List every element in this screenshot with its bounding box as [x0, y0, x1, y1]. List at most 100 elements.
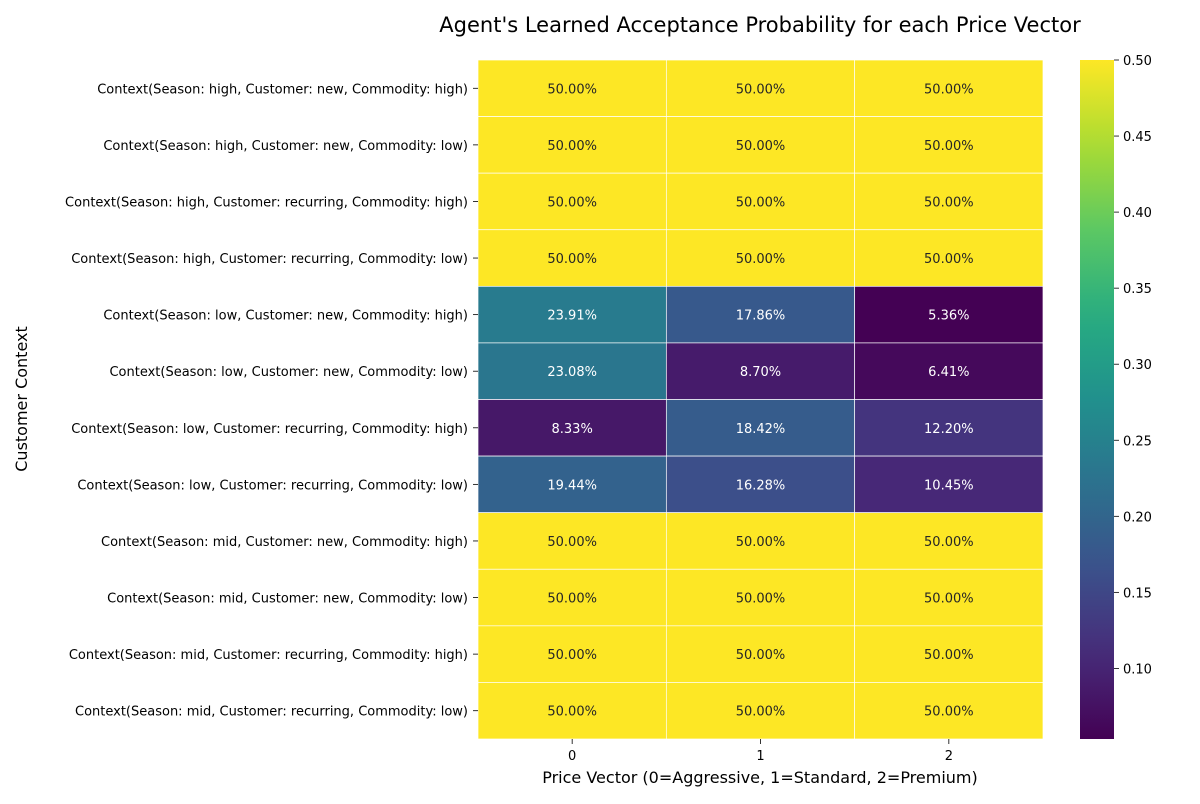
- heatmap-cell: [477, 512, 667, 570]
- x-axis-label: Price Vector (0=Aggressive, 1=Standard, …: [542, 768, 978, 787]
- heatmap-cell: [665, 172, 856, 231]
- x-tick-label: 0: [568, 749, 576, 764]
- y-tick-label: Context(Season: mid, Customer: recurring…: [69, 648, 468, 663]
- cell-value-label: 50.00%: [736, 535, 786, 550]
- cell-value-label: 8.33%: [552, 422, 593, 437]
- colorbar-tick-label: 0.30: [1123, 358, 1152, 373]
- heatmap-cell: [854, 625, 1044, 683]
- heatmap-cell: [854, 455, 1044, 514]
- colorbar-tick-label: 0.15: [1123, 586, 1152, 601]
- cell-value-label: 12.20%: [924, 422, 974, 437]
- y-tick-label: Context(Season: high, Customer: recurrin…: [71, 252, 468, 267]
- cell-value-label: 50.00%: [924, 139, 974, 154]
- colorbar-tick-label: 0.20: [1123, 510, 1152, 525]
- x-tick-label: 2: [945, 749, 953, 764]
- heatmap-cell: [665, 399, 856, 457]
- y-tick-label: Context(Season: low, Customer: new, Comm…: [109, 365, 468, 380]
- cell-value-label: 6.41%: [928, 365, 969, 380]
- heatmap-cell: [854, 512, 1044, 570]
- y-axis-label: Customer Context: [12, 326, 31, 471]
- heatmap-cell: [477, 59, 667, 117]
- colorbar-tick-label: 0.10: [1123, 662, 1152, 677]
- cell-value-label: 50.00%: [924, 592, 974, 607]
- cell-value-label: 50.00%: [736, 705, 786, 720]
- heatmap-cell: [854, 59, 1044, 117]
- cell-value-label: 50.00%: [924, 252, 974, 267]
- heatmap-cell-labels: 50.00% 50.00% 50.00% 50.00% 50.00% 50.00% 50.0…: [547, 82, 973, 719]
- heatmap-cell: [477, 625, 667, 683]
- y-tick-label: Context(Season: high, Customer: recurrin…: [65, 195, 468, 210]
- cell-value-label: 50.00%: [547, 252, 597, 267]
- heatmap-cell: [665, 59, 856, 117]
- cell-value-label: 50.00%: [736, 252, 786, 267]
- cell-value-label: 18.42%: [736, 422, 786, 437]
- cell-value-label: 8.70%: [740, 365, 781, 380]
- heatmap-cells: [477, 59, 1044, 740]
- y-tick-label: Context(Season: high, Customer: new, Com…: [103, 139, 468, 154]
- heatmap-cell: [665, 342, 856, 400]
- colorbar-tick-label: 0.50: [1123, 54, 1152, 69]
- x-axis-ticks: 0 1 2: [568, 739, 953, 764]
- heatmap-cell: [854, 682, 1044, 740]
- cell-value-label: 50.00%: [736, 139, 786, 154]
- colorbar-tick-label: 0.45: [1123, 130, 1152, 145]
- heatmap-cell: [665, 682, 856, 740]
- cell-value-label: 50.00%: [547, 195, 597, 210]
- y-tick-label: Context(Season: low, Customer: new, Comm…: [103, 309, 468, 324]
- cell-value-label: 50.00%: [547, 648, 597, 663]
- x-tick-label: 1: [756, 749, 764, 764]
- cell-value-label: 16.28%: [736, 478, 786, 493]
- heatmap-cell: [477, 568, 667, 627]
- cell-value-label: 50.00%: [736, 195, 786, 210]
- heatmap-cell: [477, 455, 667, 514]
- cell-value-label: 10.45%: [924, 478, 974, 493]
- heatmap-cell: [854, 116, 1044, 174]
- cell-value-label: 50.00%: [547, 705, 597, 720]
- cell-value-label: 19.44%: [547, 478, 597, 493]
- cell-value-label: 17.86%: [736, 309, 786, 324]
- cell-value-label: 50.00%: [924, 648, 974, 663]
- y-axis-ticks: Context(Season: high, Customer: new, Com…: [65, 82, 478, 720]
- heatmap-cell: [477, 116, 667, 174]
- cell-value-label: 50.00%: [547, 139, 597, 154]
- heatmap-cell: [477, 399, 667, 457]
- heatmap-cell: [665, 116, 856, 174]
- heatmap-cell: [854, 399, 1044, 457]
- y-tick-label: Context(Season: low, Customer: recurring…: [77, 478, 468, 493]
- cell-value-label: 50.00%: [924, 535, 974, 550]
- cell-value-label: 50.00%: [547, 82, 597, 97]
- colorbar-tick-label: 0.25: [1123, 434, 1152, 449]
- heatmap-cell: [665, 285, 856, 344]
- colorbar-tick-label: 0.35: [1123, 282, 1152, 297]
- heatmap-cell: [477, 229, 667, 287]
- y-tick-label: Context(Season: mid, Customer: new, Comm…: [107, 592, 468, 607]
- cell-value-label: 50.00%: [924, 705, 974, 720]
- chart-title: Agent's Learned Acceptance Probability f…: [439, 13, 1081, 37]
- cell-value-label: 23.08%: [547, 365, 597, 380]
- heatmap-cell: [854, 342, 1044, 400]
- cell-value-label: 50.00%: [924, 195, 974, 210]
- cell-value-label: 23.91%: [547, 309, 597, 324]
- colorbar: 0.10 0.15 0.20 0.25 0.30 0.35 0.40 0.45 0.50: [1080, 54, 1152, 739]
- heatmap-cell: [665, 568, 856, 627]
- y-tick-label: Context(Season: low, Customer: recurring…: [71, 422, 468, 437]
- y-tick-label: Context(Season: mid, Customer: recurring…: [75, 705, 468, 720]
- colorbar-gradient: [1080, 60, 1114, 739]
- heatmap-cell: [665, 455, 856, 514]
- cell-value-label: 5.36%: [928, 309, 969, 324]
- cell-value-label: 50.00%: [736, 648, 786, 663]
- cell-value-label: 50.00%: [547, 592, 597, 607]
- heatmap-cell: [854, 285, 1044, 344]
- y-tick-label: Context(Season: mid, Customer: new, Comm…: [101, 535, 468, 550]
- cell-value-label: 50.00%: [736, 592, 786, 607]
- cell-value-label: 50.00%: [924, 82, 974, 97]
- heatmap-cell: [477, 285, 667, 344]
- heatmap-cell: [854, 568, 1044, 627]
- heatmap-cell: [854, 229, 1044, 287]
- colorbar-tick-label: 0.40: [1123, 206, 1152, 221]
- cell-value-label: 50.00%: [736, 82, 786, 97]
- cell-value-label: 50.00%: [547, 535, 597, 550]
- y-tick-label: Context(Season: high, Customer: new, Com…: [97, 82, 468, 97]
